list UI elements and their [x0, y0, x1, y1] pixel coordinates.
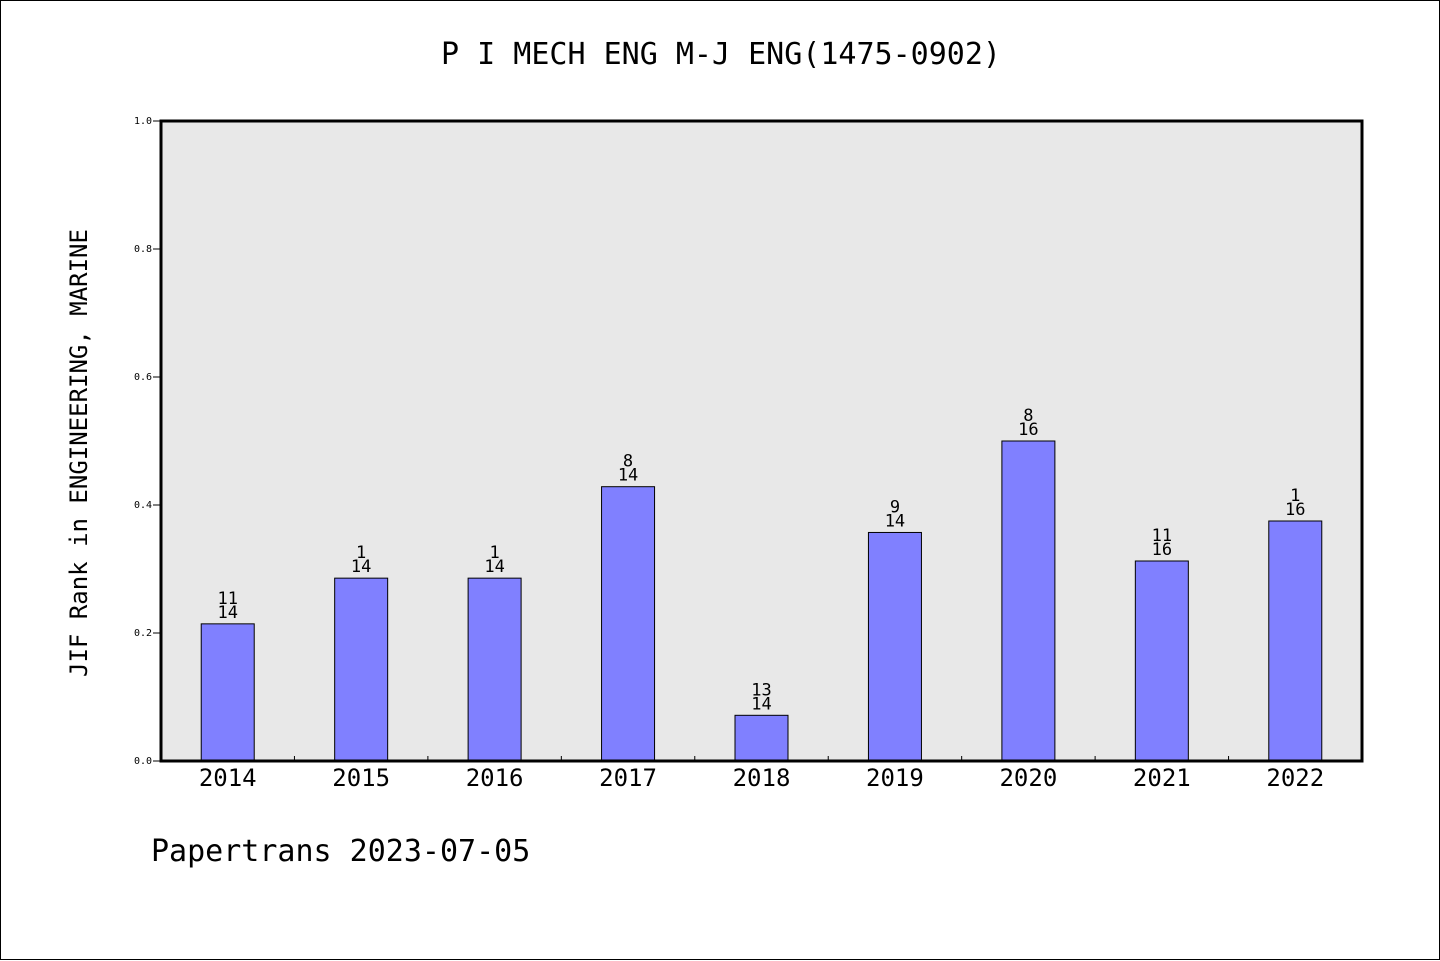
- footer-credit: Papertrans 2023-07-05: [151, 834, 531, 869]
- bar-rank-label: 1: [489, 543, 499, 563]
- bar-rank-label: 11: [1152, 526, 1172, 546]
- x-tick-label: 2016: [466, 764, 524, 792]
- x-tick-label: 2021: [1133, 764, 1191, 792]
- y-tick-label: 0.8: [134, 244, 152, 255]
- bar-total-label: 16: [1152, 540, 1172, 560]
- chart-title: P I MECH ENG M-J ENG(1475-0902): [441, 37, 1001, 72]
- bar: [1268, 520, 1323, 762]
- bar: [467, 577, 522, 762]
- bar-rank-label: 8: [1023, 406, 1033, 426]
- bar-rank-label: 13: [751, 680, 771, 700]
- y-tick-label: 0.2: [134, 628, 152, 639]
- x-tick-label: 2019: [866, 764, 924, 792]
- bar: [734, 714, 789, 762]
- bar-total-label: 14: [885, 511, 905, 531]
- bar: [1001, 440, 1056, 762]
- plot-border: [159, 119, 1364, 763]
- x-tick-label: 2020: [999, 764, 1057, 792]
- y-tick-label: 0.6: [134, 372, 152, 383]
- x-tick-label: 2014: [199, 764, 257, 792]
- bar: [334, 577, 389, 762]
- x-tick-label: 2017: [599, 764, 657, 792]
- y-tick-label: 0.4: [134, 500, 152, 511]
- bar-rank-label: 8: [623, 452, 633, 472]
- bar-total-label: 14: [217, 603, 237, 623]
- bar-total-label: 14: [618, 466, 638, 486]
- bar-rank-label: 11: [217, 589, 237, 609]
- bar-total-label: 16: [1285, 500, 1305, 520]
- bar: [867, 531, 922, 762]
- bar: [1134, 560, 1189, 762]
- y-tick-label: 0.0: [134, 756, 152, 767]
- x-tick-label: 2018: [733, 764, 791, 792]
- bar-total-label: 16: [1018, 420, 1038, 440]
- bar: [601, 486, 656, 762]
- bar-rank-label: 9: [890, 497, 900, 517]
- x-tick-label: 2022: [1266, 764, 1324, 792]
- bar-total-label: 14: [751, 694, 771, 714]
- bar-total-label: 14: [484, 557, 504, 577]
- bar-rank-label: 1: [356, 543, 366, 563]
- bar-total-label: 14: [351, 557, 371, 577]
- bar: [200, 623, 255, 762]
- x-tick-label: 2015: [332, 764, 390, 792]
- bar-rank-label: 1: [1290, 486, 1300, 506]
- y-tick-label: 1.0: [134, 116, 152, 127]
